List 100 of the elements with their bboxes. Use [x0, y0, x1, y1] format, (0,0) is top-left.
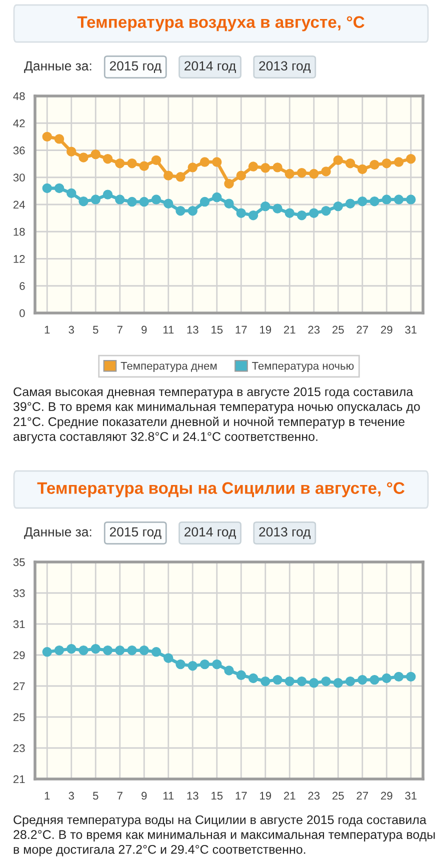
- text: Самая высокая дневная температура в августе 2015 года составила 39°C. В то время как минимальная температура ночью опускалась до 21°C. Средние показатели дневной и ночной температур в течение августа составляют 32.8°C и 24.1°C соответственно.: [13, 387, 420, 444]
- point: [176, 659, 186, 670]
- x-tick-label: 7: [117, 326, 122, 334]
- point: [345, 198, 356, 208]
- point: [90, 149, 100, 160]
- chart-title: Температура воды на Сицилии в августе, °C: [37, 482, 405, 498]
- point: [333, 678, 343, 688]
- point: [358, 674, 368, 685]
- x-tick-label: 3: [68, 326, 74, 334]
- x-tick-label: 19: [260, 326, 272, 334]
- x-tick-label: 23: [308, 326, 320, 334]
- point: [102, 645, 113, 656]
- x-tick-label: 31: [405, 326, 417, 334]
- point: [394, 194, 404, 204]
- point: [78, 645, 88, 656]
- point: [309, 208, 319, 218]
- point: [200, 659, 210, 670]
- point: [115, 158, 125, 168]
- point: [248, 210, 258, 220]
- point: [90, 644, 100, 654]
- point: [42, 132, 52, 142]
- point: [260, 676, 270, 686]
- x-tick-label: 23: [308, 792, 320, 800]
- point: [115, 645, 125, 656]
- x-tick-label: 13: [187, 326, 198, 334]
- x-tick-label: 27: [356, 792, 368, 800]
- point: [284, 168, 294, 179]
- point: [212, 192, 222, 202]
- point: [321, 206, 331, 216]
- point: [272, 674, 282, 685]
- point: [284, 208, 294, 218]
- x-tick-label: 11: [163, 792, 174, 800]
- point: [212, 157, 222, 167]
- point: [406, 672, 416, 682]
- legend-label: Температура ночью: [252, 362, 354, 372]
- point: [296, 210, 307, 220]
- point: [188, 206, 198, 216]
- text: 2014 год: [184, 61, 236, 74]
- y-tick-label: 6: [20, 282, 25, 290]
- x-tick-label: 1: [44, 792, 50, 800]
- point: [309, 678, 319, 688]
- y-tick-label: 18: [14, 228, 25, 236]
- point: [296, 168, 307, 178]
- x-tick-label: 31: [405, 792, 417, 800]
- y-tick-label: 27: [13, 682, 25, 690]
- x-tick-label: 21: [284, 326, 296, 334]
- y-tick-label: 36: [13, 146, 25, 154]
- y-tick-label: 35: [13, 558, 25, 566]
- point: [272, 162, 282, 172]
- point: [370, 160, 380, 170]
- point: [139, 196, 149, 207]
- point: [164, 170, 174, 180]
- y-tick-label: 33: [13, 589, 25, 598]
- point: [115, 194, 125, 204]
- point: [200, 196, 210, 207]
- point: [151, 194, 162, 204]
- y-tick-label: 24: [13, 200, 25, 209]
- y-tick-label: 48: [13, 92, 25, 100]
- point: [188, 660, 198, 671]
- point: [358, 196, 368, 206]
- y-tick-label: 12: [14, 255, 25, 263]
- x-tick-label: 25: [332, 326, 344, 334]
- point: [345, 158, 356, 168]
- x-tick-label: 5: [92, 792, 98, 800]
- x-tick-label: 7: [117, 792, 122, 800]
- x-tick-label: 17: [236, 326, 247, 334]
- x-tick-label: 9: [142, 792, 147, 800]
- text: 2015 год: [110, 527, 162, 540]
- point: [66, 146, 76, 156]
- y-tick-label: 29: [13, 651, 25, 660]
- text: Данные за:: [24, 61, 92, 74]
- point: [42, 183, 52, 194]
- x-tick-label: 13: [187, 792, 198, 800]
- x-tick-label: 11: [163, 326, 174, 334]
- point: [66, 644, 76, 654]
- point: [236, 208, 246, 218]
- point: [394, 672, 404, 682]
- text: Средняя температура воды на Сицилии в августе 2015 года составила 28.2°C. В то время как минимальная и максимальная температура воды в море достигала 27.2°C и 29.4°C соответственно.: [14, 815, 435, 856]
- y-tick-label: 23: [13, 744, 25, 752]
- point: [406, 194, 416, 204]
- point: [260, 201, 270, 212]
- point: [394, 157, 404, 167]
- y-tick-label: 25: [13, 713, 25, 722]
- point: [224, 178, 234, 189]
- point: [54, 183, 64, 194]
- x-tick-label: 1: [44, 326, 50, 334]
- point: [333, 201, 343, 212]
- point: [224, 666, 234, 676]
- point: [164, 198, 174, 208]
- text: 2014 год: [184, 527, 236, 540]
- point: [333, 155, 343, 166]
- y-tick-label: 30: [13, 174, 25, 182]
- point: [78, 152, 88, 162]
- point: [309, 168, 319, 179]
- x-tick-label: 25: [332, 792, 344, 800]
- y-tick-label: 42: [13, 119, 25, 128]
- x-tick-label: 17: [236, 792, 247, 800]
- point: [382, 194, 392, 204]
- point: [200, 157, 210, 167]
- point: [296, 676, 307, 686]
